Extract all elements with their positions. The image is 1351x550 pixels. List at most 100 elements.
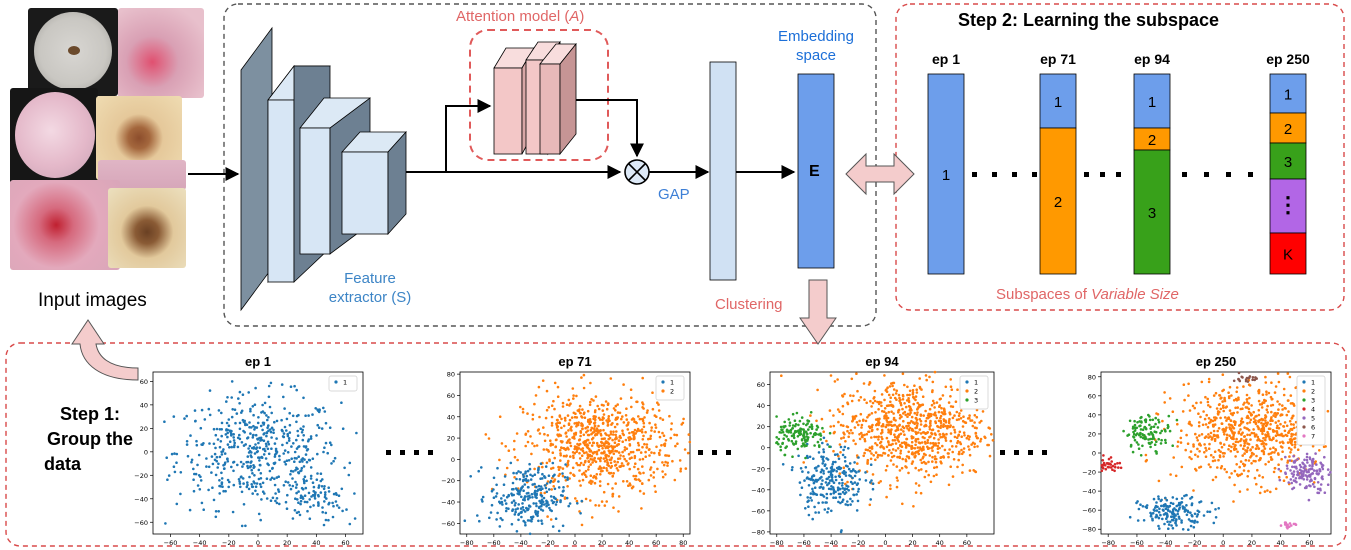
data-point [1188, 420, 1191, 424]
data-point [530, 492, 534, 496]
plot-points [463, 373, 692, 536]
data-point [476, 514, 479, 517]
data-point [534, 495, 537, 499]
data-point [928, 415, 931, 419]
data-point [355, 431, 358, 435]
y-tick-label: 60 [140, 378, 148, 386]
data-point [1225, 470, 1228, 474]
data-point [1176, 509, 1180, 513]
data-point [1253, 476, 1257, 480]
data-point [843, 433, 846, 436]
data-point [248, 449, 252, 453]
data-point [541, 465, 544, 469]
data-point [1173, 513, 1176, 516]
y-tick-label: −40 [441, 499, 455, 507]
data-point [326, 451, 330, 455]
data-point [463, 519, 467, 522]
data-point [907, 471, 910, 475]
data-point [589, 428, 593, 432]
data-point [654, 423, 657, 427]
data-point [787, 438, 790, 441]
feedback-arrow-icon [71, 319, 139, 381]
data-point [914, 417, 918, 420]
data-point [220, 411, 223, 415]
data-point [893, 433, 896, 437]
data-point [870, 447, 874, 450]
data-point [214, 515, 218, 519]
data-point [777, 437, 781, 441]
data-point [965, 436, 969, 440]
data-point [230, 465, 233, 469]
data-point [1219, 442, 1222, 445]
data-point [195, 443, 199, 447]
data-point [1176, 422, 1179, 426]
data-point [961, 463, 964, 467]
plot-legend: 12 [655, 375, 685, 401]
data-point [1158, 507, 1161, 511]
data-point [803, 438, 807, 442]
data-point [646, 409, 649, 412]
data-point [920, 461, 924, 465]
data-point [826, 458, 830, 461]
data-point [589, 463, 592, 466]
data-point [1267, 391, 1271, 395]
data-point [321, 510, 325, 514]
data-point [255, 450, 259, 454]
data-point [1188, 456, 1191, 459]
data-point [864, 471, 867, 474]
data-point [628, 443, 632, 446]
data-point [517, 512, 521, 516]
data-point [937, 419, 941, 423]
data-point [560, 440, 564, 444]
data-point [1272, 430, 1275, 433]
data-point [919, 413, 923, 417]
data-point [839, 451, 842, 454]
data-point [251, 472, 254, 475]
data-point [266, 447, 270, 451]
data-point [887, 393, 891, 397]
data-point [1229, 419, 1233, 423]
subspace-segment [1269, 73, 1307, 114]
data-point [610, 423, 613, 426]
data-point [1236, 473, 1239, 476]
data-point [511, 509, 514, 512]
data-point [275, 437, 278, 440]
network-dashed-box [223, 3, 877, 327]
data-point [518, 491, 521, 494]
data-point [1195, 469, 1198, 472]
data-point [266, 418, 269, 422]
data-point [1177, 501, 1181, 505]
data-point [652, 471, 656, 474]
data-point [593, 456, 596, 460]
ellipsis-dot [1204, 172, 1209, 177]
data-point [498, 500, 501, 504]
data-point [874, 451, 878, 454]
data-point [911, 388, 915, 392]
data-point [830, 467, 834, 471]
data-point [1232, 500, 1235, 503]
data-point [1162, 504, 1166, 508]
data-point [295, 438, 298, 442]
data-point [638, 489, 642, 493]
data-point [1248, 396, 1251, 400]
data-point [528, 496, 532, 499]
data-point [921, 395, 925, 399]
data-point [317, 501, 320, 504]
data-point [242, 429, 245, 433]
y-tick-label: 20 [140, 425, 148, 433]
data-point [551, 501, 555, 505]
data-point [536, 514, 539, 518]
data-point [165, 456, 168, 460]
data-point [316, 423, 320, 427]
data-point [610, 464, 614, 468]
data-point [607, 417, 610, 420]
data-point [955, 436, 959, 440]
data-point [1292, 426, 1296, 430]
data-point [1209, 431, 1213, 435]
data-point [494, 495, 498, 498]
data-point [521, 473, 525, 476]
data-point [1294, 465, 1298, 469]
data-point [838, 443, 842, 446]
data-point [1154, 416, 1157, 420]
data-point [261, 490, 265, 494]
